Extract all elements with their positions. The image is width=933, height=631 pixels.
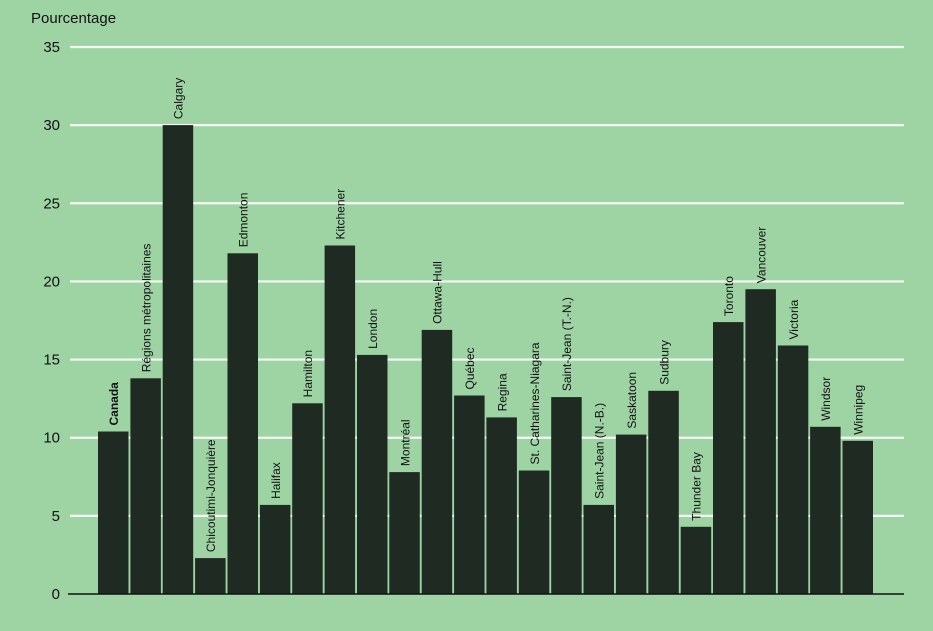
- bar-label-3: Chicoutimi-Jonquière: [204, 439, 218, 552]
- bar-label-18: Thunder Bay: [690, 452, 704, 521]
- y-axis-label: Pourcentage: [31, 10, 116, 27]
- bar-21: [777, 345, 809, 594]
- y-tick-label: 5: [52, 508, 60, 525]
- y-tick-label: 30: [43, 117, 60, 134]
- bar-16: [615, 434, 647, 594]
- bar-label-15: Saint-Jean (N.-B.): [593, 403, 607, 499]
- bar-9: [389, 472, 420, 594]
- bar-18: [680, 526, 712, 594]
- bars: [98, 125, 873, 595]
- bar-label-11: Québec: [463, 347, 477, 389]
- bar-label-1: Régions métropolitaines: [139, 244, 153, 373]
- gridlines: [70, 45, 904, 517]
- bar-3: [195, 558, 226, 594]
- y-tick-label: 10: [43, 430, 60, 447]
- bar-22: [810, 426, 841, 594]
- bar-5: [259, 504, 291, 594]
- bar-label-5: Halifax: [269, 462, 283, 499]
- bar-label-20: Vancouver: [754, 227, 768, 283]
- bar-label-4: Edmonton: [237, 193, 251, 248]
- y-tick-label: 25: [43, 195, 60, 212]
- bar-label-7: Kitchener: [334, 189, 348, 240]
- bar-0: [98, 431, 129, 594]
- bar-10: [421, 329, 453, 594]
- bar-label-14: Saint-Jean (T.-N.): [560, 297, 574, 391]
- y-tick-label: 0: [52, 586, 60, 603]
- bar-1: [130, 378, 161, 594]
- bar-11: [454, 395, 485, 594]
- y-tick-label: 35: [43, 39, 60, 56]
- bar-label-6: Hamilton: [301, 350, 315, 397]
- bar-12: [486, 417, 517, 594]
- bar-labels: Canada Régions métropolitaines Calgary Chic…: [107, 78, 866, 552]
- bar-13: [518, 470, 550, 594]
- bar-label-0: Canada: [107, 382, 121, 426]
- bar-8: [357, 354, 388, 594]
- bar-label-22: Windsor: [819, 377, 833, 421]
- bar-label-19: Toronto: [722, 276, 736, 316]
- bar-label-9: Montréal: [398, 419, 412, 466]
- bar-label-8: London: [366, 309, 380, 349]
- bar-label-10: Ottawa-Hull: [431, 261, 445, 324]
- y-tick-labels: 0 5 10 15 20 25 30 35: [43, 39, 60, 603]
- bar-23: [842, 440, 873, 594]
- bar-17: [648, 390, 679, 594]
- bar-14: [551, 397, 582, 594]
- bar-label-16: Saskatoon: [625, 372, 639, 429]
- bar-6: [292, 403, 323, 594]
- bar-label-23: Winnipeg: [852, 385, 866, 435]
- bar-label-21: Victoria: [787, 299, 801, 339]
- bar-label-17: Sudbury: [657, 340, 671, 385]
- y-tick-label: 20: [43, 273, 60, 290]
- bar-label-13: St. Catharines-Niagara: [528, 342, 542, 464]
- bar-label-12: Regina: [495, 373, 509, 411]
- bar-label-2: Calgary: [172, 78, 186, 119]
- y-tick-label: 15: [43, 352, 60, 369]
- bar-7: [324, 245, 356, 594]
- bar-19: [713, 322, 744, 594]
- bar-15: [583, 504, 614, 594]
- bar-2: [162, 125, 194, 594]
- bar-20: [745, 289, 776, 594]
- bar-4: [227, 253, 258, 595]
